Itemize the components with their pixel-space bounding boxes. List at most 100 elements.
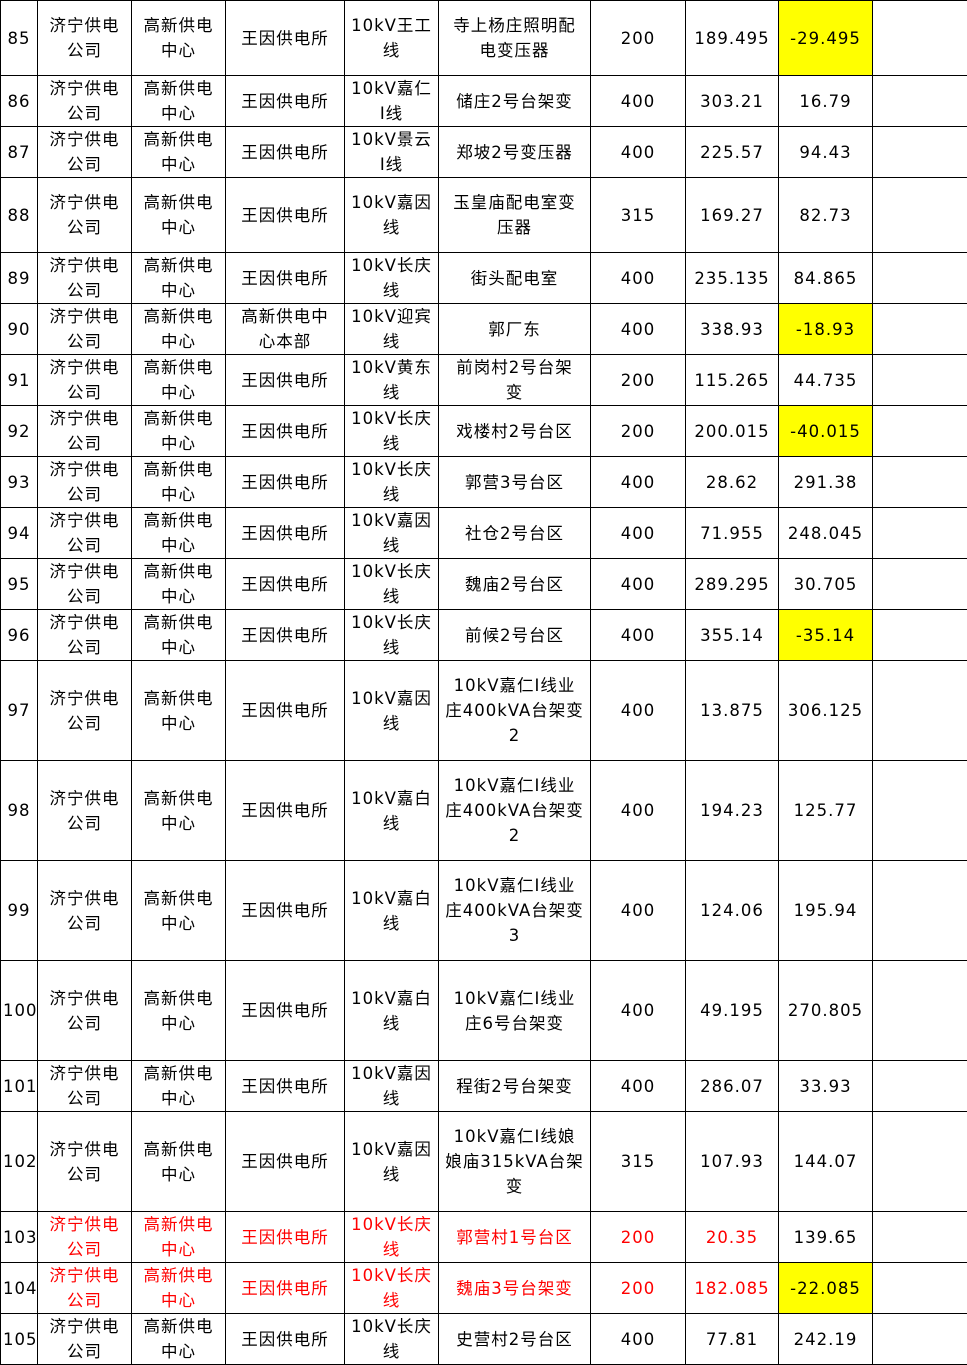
transformer-name-cell: 10kV嘉仁Ⅰ线业 庄400kVA台架变 2 [439, 761, 591, 861]
empty-cell [873, 661, 967, 761]
capacity-cell: 315 [591, 1112, 686, 1212]
station-cell: 王因供电所 [226, 127, 345, 178]
transformer-name-cell: 前岗村2号台架 变 [439, 355, 591, 406]
remaining-capacity-cell: -22.085 [779, 1263, 873, 1314]
line-cell: 10kV黄东 线 [345, 355, 439, 406]
capacity-cell: 400 [591, 961, 686, 1061]
remaining-capacity-cell: 248.045 [779, 508, 873, 559]
center-cell: 高新供电 中心 [132, 508, 226, 559]
capacity-cell: 400 [591, 559, 686, 610]
row-number: 104 [1, 1263, 38, 1314]
empty-cell [873, 178, 967, 253]
company-cell: 济宁供电 公司 [38, 304, 132, 355]
transformer-name-cell: 戏楼村2号台区 [439, 406, 591, 457]
row-number: 93 [1, 457, 38, 508]
capacity-cell: 200 [591, 1, 686, 76]
transformer-name-cell: 10kV嘉仁Ⅰ线业 庄6号台架变 [439, 961, 591, 1061]
company-cell: 济宁供电 公司 [38, 508, 132, 559]
line-cell: 10kV嘉因 线 [345, 508, 439, 559]
transformer-name-cell: 史营村2号台区 [439, 1314, 591, 1365]
line-cell: 10kV长庆 线 [345, 1263, 439, 1314]
row-number: 87 [1, 127, 38, 178]
center-cell: 高新供电 中心 [132, 355, 226, 406]
transformer-name-cell: 魏庙2号台区 [439, 559, 591, 610]
line-cell: 10kV嘉因 线 [345, 661, 439, 761]
capacity-cell: 315 [591, 178, 686, 253]
load-cell: 20.35 [686, 1212, 779, 1263]
load-cell: 115.265 [686, 355, 779, 406]
row-number: 102 [1, 1112, 38, 1212]
station-cell: 王因供电所 [226, 1061, 345, 1112]
load-cell: 225.57 [686, 127, 779, 178]
company-cell: 济宁供电 公司 [38, 861, 132, 961]
load-cell: 355.14 [686, 610, 779, 661]
station-cell: 王因供电所 [226, 661, 345, 761]
line-cell: 10kV长庆 线 [345, 1314, 439, 1365]
empty-cell [873, 1061, 967, 1112]
transformer-name-cell: 程街2号台架变 [439, 1061, 591, 1112]
transformer-name-cell: 郭营村1号台区 [439, 1212, 591, 1263]
center-cell: 高新供电 中心 [132, 1061, 226, 1112]
center-cell: 高新供电 中心 [132, 406, 226, 457]
company-cell: 济宁供电 公司 [38, 355, 132, 406]
company-cell: 济宁供电 公司 [38, 1314, 132, 1365]
capacity-cell: 400 [591, 253, 686, 304]
line-cell: 10kV王工 线 [345, 1, 439, 76]
transformer-name-cell: 10kV嘉仁Ⅰ线业 庄400kVA台架变 3 [439, 861, 591, 961]
row-number: 105 [1, 1314, 38, 1365]
line-cell: 10kV长庆 线 [345, 457, 439, 508]
transformer-name-cell: 郑坡2号变压器 [439, 127, 591, 178]
station-cell: 王因供电所 [226, 457, 345, 508]
line-cell: 10kV嘉仁 Ⅰ线 [345, 76, 439, 127]
company-cell: 济宁供电 公司 [38, 1112, 132, 1212]
load-cell: 182.085 [686, 1263, 779, 1314]
station-cell: 王因供电所 [226, 1212, 345, 1263]
capacity-cell: 200 [591, 1263, 686, 1314]
transformer-name-cell: 玉皇庙配电室变 压器 [439, 178, 591, 253]
transformer-name-cell: 10kV嘉仁Ⅰ线娘 娘庙315kVA台架 变 [439, 1112, 591, 1212]
empty-cell [873, 610, 967, 661]
center-cell: 高新供电 中心 [132, 1263, 226, 1314]
remaining-capacity-cell: 144.07 [779, 1112, 873, 1212]
load-cell: 77.81 [686, 1314, 779, 1365]
empty-cell [873, 355, 967, 406]
company-cell: 济宁供电 公司 [38, 1212, 132, 1263]
row-number: 89 [1, 253, 38, 304]
center-cell: 高新供电 中心 [132, 304, 226, 355]
center-cell: 高新供电 中心 [132, 559, 226, 610]
station-cell: 王因供电所 [226, 508, 345, 559]
capacity-cell: 400 [591, 1061, 686, 1112]
row-number: 92 [1, 406, 38, 457]
company-cell: 济宁供电 公司 [38, 178, 132, 253]
row-number: 97 [1, 661, 38, 761]
row-number: 103 [1, 1212, 38, 1263]
row-number: 98 [1, 761, 38, 861]
empty-cell [873, 457, 967, 508]
load-cell: 235.135 [686, 253, 779, 304]
station-cell: 王因供电所 [226, 253, 345, 304]
company-cell: 济宁供电 公司 [38, 1, 132, 76]
station-cell: 王因供电所 [226, 1, 345, 76]
remaining-capacity-cell: 139.65 [779, 1212, 873, 1263]
center-cell: 高新供电 中心 [132, 1314, 226, 1365]
remaining-capacity-cell: 82.73 [779, 178, 873, 253]
station-cell: 王因供电所 [226, 559, 345, 610]
line-cell: 10kV长庆 线 [345, 253, 439, 304]
empty-cell [873, 1212, 967, 1263]
station-cell: 王因供电所 [226, 761, 345, 861]
station-cell: 王因供电所 [226, 406, 345, 457]
load-cell: 194.23 [686, 761, 779, 861]
row-number: 96 [1, 610, 38, 661]
empty-cell [873, 761, 967, 861]
capacity-cell: 400 [591, 508, 686, 559]
